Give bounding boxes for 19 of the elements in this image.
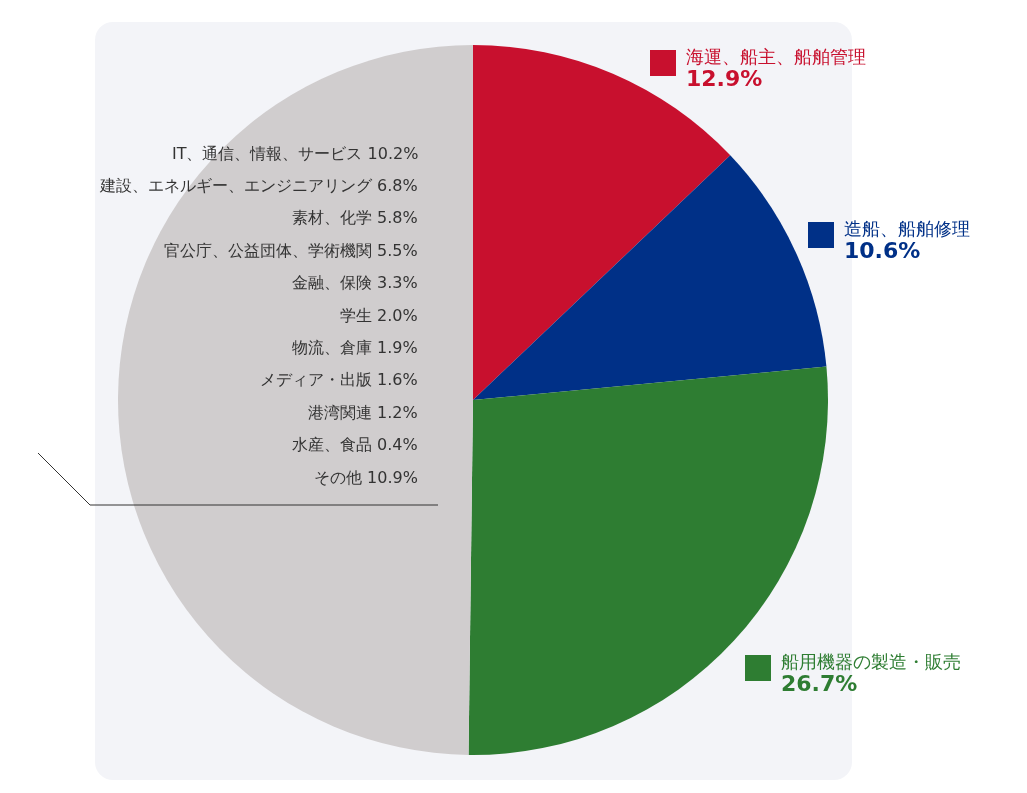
text: その他 10.9% (314, 468, 418, 487)
text: 水産、食品 0.4% (292, 435, 418, 454)
data-label: 26.7% (781, 671, 858, 697)
legend-label: 海運、船主、船舶管理 (686, 46, 866, 67)
data-label: 12.9% (686, 66, 763, 92)
text: 港湾関連 1.2% (308, 403, 418, 422)
text: 官公庁、公益団体、学術機関 5.5% (164, 241, 418, 260)
text: 金融、保険 3.3% (292, 273, 418, 292)
text: 物流、倉庫 1.9% (292, 338, 418, 357)
text: 学生 2.0% (340, 306, 418, 325)
text: 建設、エネルギー、エンジニアリング 6.8% (99, 176, 418, 195)
text: 素材、化学 5.8% (292, 208, 418, 227)
pie-slice (473, 155, 827, 400)
legend-label: 造船、船舶修理 (844, 218, 970, 239)
text: メディア・出版 1.6% (260, 370, 418, 389)
legend-label: 船用機器の製造・販売 (781, 651, 961, 672)
text: IT、通信、情報、サービス 10.2% (172, 144, 419, 163)
data-label: 10.6% (844, 238, 921, 264)
pie-slice (118, 45, 473, 755)
